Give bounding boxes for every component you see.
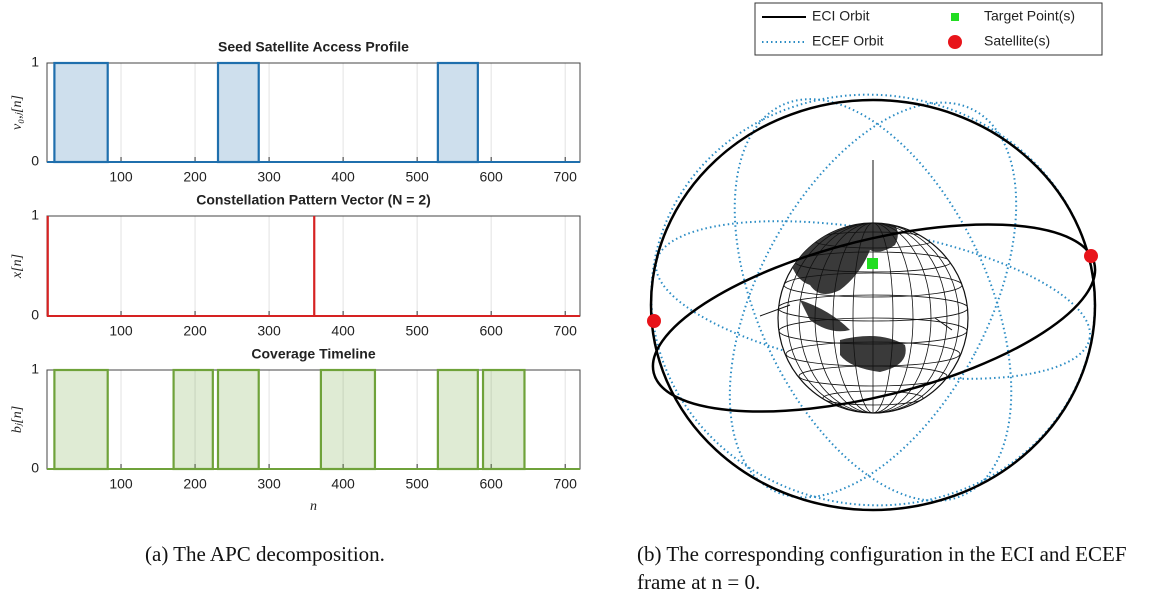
caption: (b) The corresponding configuration in t… [637, 540, 1165, 596]
target-point [867, 258, 878, 269]
page: Seed Satellite Access Profilev₀,ⱼ[n]1002… [0, 0, 1168, 595]
orbit-diagram: ECI Orbit Target Point(s) ECEF Orbit Sat… [0, 0, 1168, 530]
legend-label: Target Point(s) [984, 8, 1075, 24]
legend-label: ECEF Orbit [812, 33, 884, 49]
caption: (a) The APC decomposition. [145, 540, 385, 568]
globe [760, 160, 968, 415]
legend-label: Satellite(s) [984, 33, 1050, 49]
legend: ECI Orbit Target Point(s) ECEF Orbit Sat… [755, 3, 1102, 55]
satellite [1084, 249, 1098, 263]
satellite [647, 314, 661, 328]
legend-label: ECI Orbit [812, 8, 870, 24]
